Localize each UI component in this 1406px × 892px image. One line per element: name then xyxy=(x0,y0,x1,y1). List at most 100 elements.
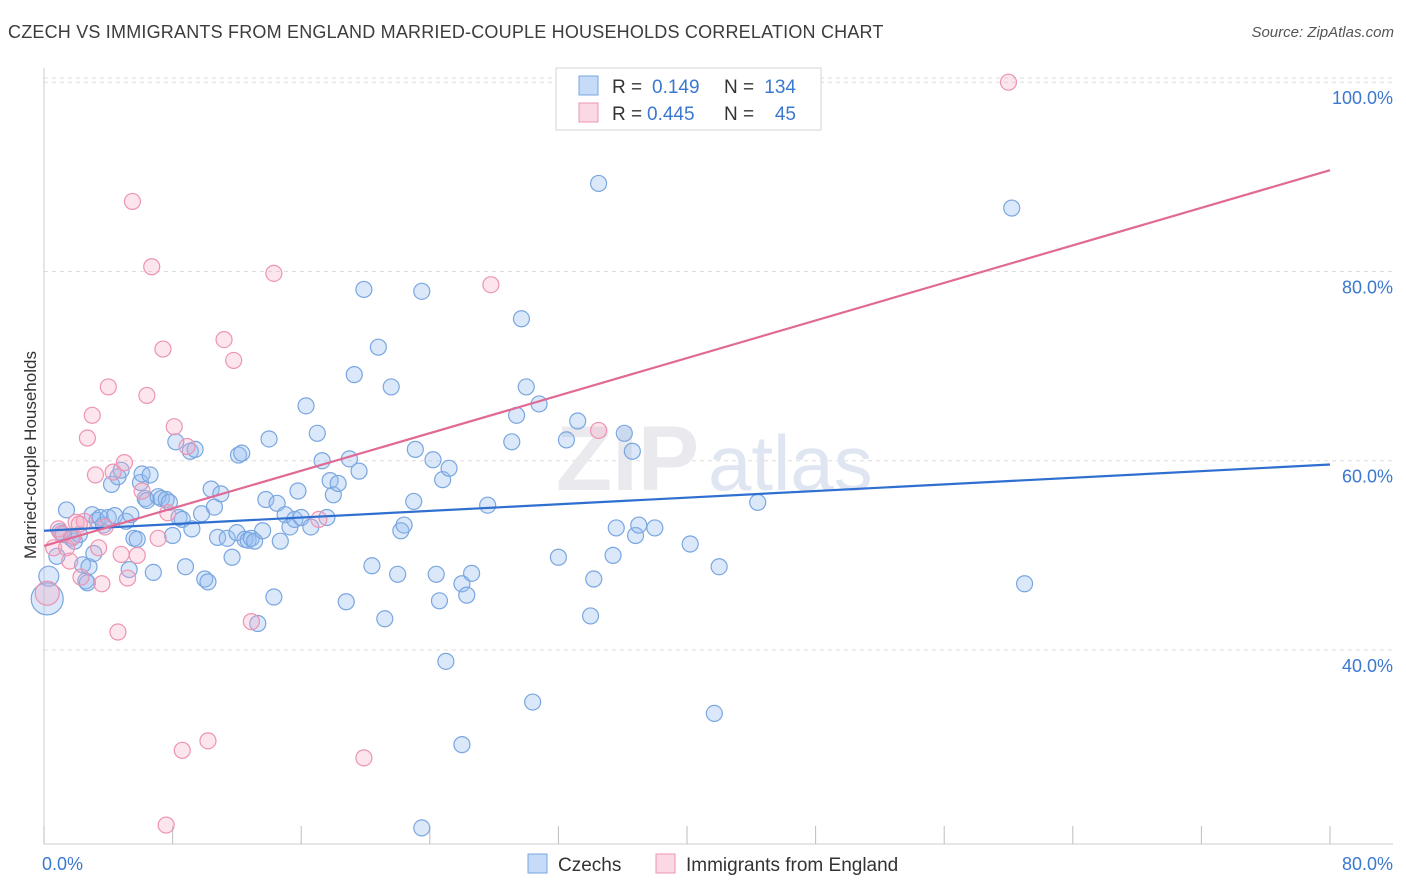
point-czechs-66 xyxy=(265,588,283,606)
point-england-43 xyxy=(157,816,175,834)
point-czechs-86 xyxy=(355,280,373,299)
point-czechs-118 xyxy=(585,570,603,588)
bottom-legend-swatch-england xyxy=(655,853,676,874)
legend-n-label-0: N = xyxy=(724,77,754,98)
point-england-21 xyxy=(118,569,137,587)
point-czechs-121 xyxy=(607,519,625,537)
point-czechs-88 xyxy=(369,338,387,356)
point-czechs-5 xyxy=(57,501,76,519)
point-czechs-89 xyxy=(376,610,394,628)
x-axis-ticks xyxy=(43,826,1331,844)
trend-lines xyxy=(43,169,1331,547)
point-czechs-87 xyxy=(363,557,381,575)
point-england-20 xyxy=(115,454,133,472)
point-czechs-115 xyxy=(557,431,576,449)
point-czechs-93 xyxy=(395,516,413,534)
point-czechs-47 xyxy=(196,570,214,588)
y-tick-label-80: 80.0% xyxy=(1342,277,1393,297)
point-england-25 xyxy=(138,386,156,405)
point-czechs-116 xyxy=(569,412,587,430)
point-czechs-32 xyxy=(141,466,159,484)
legend-n-value-0: 134 xyxy=(764,77,796,98)
chart-title: CZECH VS IMMIGRANTS FROM ENGLAND MARRIED… xyxy=(8,22,884,42)
point-england-42 xyxy=(999,73,1018,91)
point-czechs-72 xyxy=(289,482,307,500)
point-england-11 xyxy=(83,406,101,424)
point-czechs-106 xyxy=(453,736,471,754)
legend-n-label-1: N = xyxy=(724,104,754,125)
point-england-28 xyxy=(154,340,172,358)
point-england-16 xyxy=(99,378,117,396)
point-england-40 xyxy=(482,276,500,294)
point-czechs-119 xyxy=(581,607,600,625)
point-czechs-82 xyxy=(337,593,355,611)
axes xyxy=(43,68,1393,845)
legend-swatch-england xyxy=(578,102,599,123)
point-england-24 xyxy=(133,482,151,500)
point-england-27 xyxy=(149,529,167,547)
point-czechs-122 xyxy=(615,424,633,442)
point-czechs-39 xyxy=(167,433,185,451)
point-czechs-107 xyxy=(479,496,497,514)
legend-r-value-0: 0.149 xyxy=(652,77,700,98)
point-czechs-98 xyxy=(427,565,445,583)
legend: R = 0.149 N = 134 R = 0.445 N = 45 xyxy=(555,67,822,131)
trend-line-england xyxy=(43,169,1331,547)
point-czechs-112 xyxy=(524,693,542,711)
point-england-26 xyxy=(143,258,161,276)
legend-r-value-1: 0.445 xyxy=(647,104,695,125)
watermark-zip: ZIP xyxy=(556,408,699,510)
point-england-41 xyxy=(589,421,608,440)
point-czechs-102 xyxy=(437,652,455,670)
point-england-5 xyxy=(61,552,79,570)
bottom-legend-swatch-czechs xyxy=(527,853,548,874)
y-tick-label-100: 100.0% xyxy=(1332,88,1393,108)
point-czechs-63 xyxy=(254,522,272,540)
point-czechs-105 xyxy=(462,564,481,582)
point-czechs-108 xyxy=(503,433,521,451)
source-label: Source: ZipAtlas.com xyxy=(1251,24,1394,41)
point-england-17 xyxy=(104,463,122,481)
point-czechs-27 xyxy=(128,530,146,548)
point-czechs-130 xyxy=(749,493,767,511)
point-czechs-101 xyxy=(440,459,458,477)
point-czechs-45 xyxy=(183,520,201,538)
point-czechs-64 xyxy=(257,490,275,509)
point-czechs-62 xyxy=(249,614,267,633)
point-czechs-76 xyxy=(308,424,326,442)
point-czechs-54 xyxy=(223,548,241,566)
point-england-14 xyxy=(93,575,111,593)
point-czechs-114 xyxy=(549,548,568,566)
point-czechs-42 xyxy=(176,558,195,576)
point-czechs-65 xyxy=(260,430,278,448)
point-czechs-94 xyxy=(405,492,423,511)
point-england-33 xyxy=(199,732,217,750)
point-czechs-132 xyxy=(1015,575,1034,593)
point-czechs-96 xyxy=(413,282,431,300)
point-england-18 xyxy=(109,623,127,641)
point-czechs-85 xyxy=(350,462,368,480)
y-tick-label-40: 40.0% xyxy=(1342,656,1393,676)
point-england-39 xyxy=(355,749,373,767)
point-czechs-53 xyxy=(218,529,236,547)
point-czechs-123 xyxy=(623,442,641,460)
point-czechs-104 xyxy=(458,586,476,604)
legend-r-label-0: R = xyxy=(612,77,642,98)
point-czechs-84 xyxy=(345,366,363,384)
point-czechs-68 xyxy=(271,532,289,550)
series-england-points xyxy=(34,73,1018,834)
point-england-12 xyxy=(86,466,105,484)
point-czechs-127 xyxy=(681,535,699,553)
point-czechs-71 xyxy=(286,510,304,529)
bottom-legend-label-england: Immigrants from England xyxy=(686,855,898,876)
point-czechs-99 xyxy=(430,592,449,610)
point-england-37 xyxy=(265,264,283,282)
y-tick-label-60: 60.0% xyxy=(1342,467,1393,487)
point-czechs-48 xyxy=(199,573,217,591)
point-czechs-0 xyxy=(30,582,64,616)
point-england-13 xyxy=(90,539,108,557)
point-england-10 xyxy=(78,429,97,447)
legend-r-label-1: R = xyxy=(612,104,642,125)
watermark-atlas: atlas xyxy=(708,419,873,507)
point-england-35 xyxy=(225,351,243,370)
